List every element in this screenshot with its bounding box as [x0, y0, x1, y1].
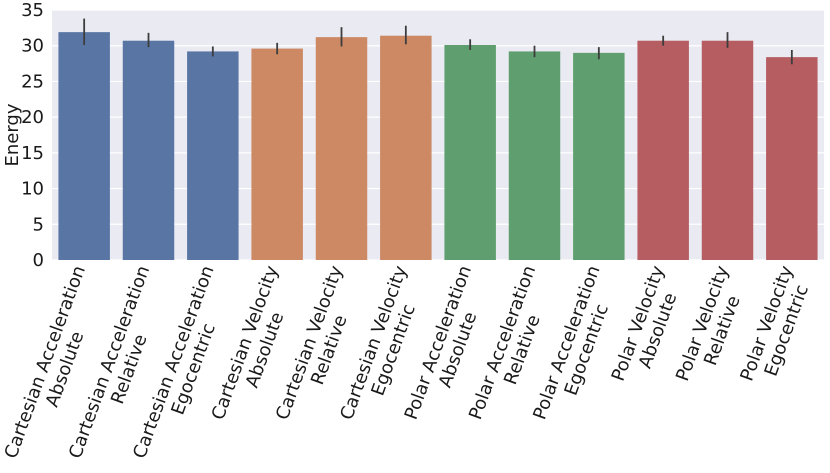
- y-tick-label: 30: [21, 36, 44, 57]
- svg-text:Polar VelocityEgocentric: Polar VelocityEgocentric: [736, 263, 817, 391]
- grid-lines: [52, 9, 824, 261]
- bar: [637, 40, 689, 260]
- y-tick-label: 0: [33, 250, 44, 271]
- plot-background: [52, 10, 824, 260]
- bar: [508, 51, 561, 260]
- bar: [701, 40, 754, 260]
- bar: [58, 32, 110, 261]
- bar: [444, 45, 496, 260]
- y-axis-label: Energy: [2, 103, 23, 166]
- y-tick-label: 25: [21, 71, 44, 92]
- bar: [573, 52, 625, 260]
- bar: [380, 35, 432, 260]
- bar: [315, 37, 368, 261]
- x-tick-label: Polar AccelerationEgocentric: [529, 263, 624, 430]
- y-tick-label: 20: [21, 107, 44, 128]
- x-axis-ticks: Cartesian AccelerationAbsoluteCartesian …: [1, 263, 817, 469]
- bars: [58, 32, 818, 261]
- y-tick-label: 10: [21, 179, 44, 200]
- svg-text:Cartesian AccelerationAbsolute: Cartesian AccelerationAbsolute: [1, 263, 110, 469]
- error-bars: [83, 18, 793, 65]
- x-tick-label: Polar VelocityEgocentric: [736, 263, 817, 391]
- y-tick-label: 5: [33, 214, 44, 235]
- y-tick-label: 15: [21, 143, 44, 164]
- y-axis-ticks: 0 5 10 15 20 25 30 35: [21, 0, 44, 271]
- y-tick-label: 35: [21, 0, 44, 21]
- bar: [766, 57, 818, 261]
- bar: [251, 48, 303, 261]
- x-tick-label: Cartesian AccelerationAbsolute: [1, 263, 110, 469]
- bar: [122, 40, 175, 260]
- bar: [187, 51, 239, 260]
- svg-text:Polar AccelerationEgocentric: Polar AccelerationEgocentric: [529, 263, 624, 430]
